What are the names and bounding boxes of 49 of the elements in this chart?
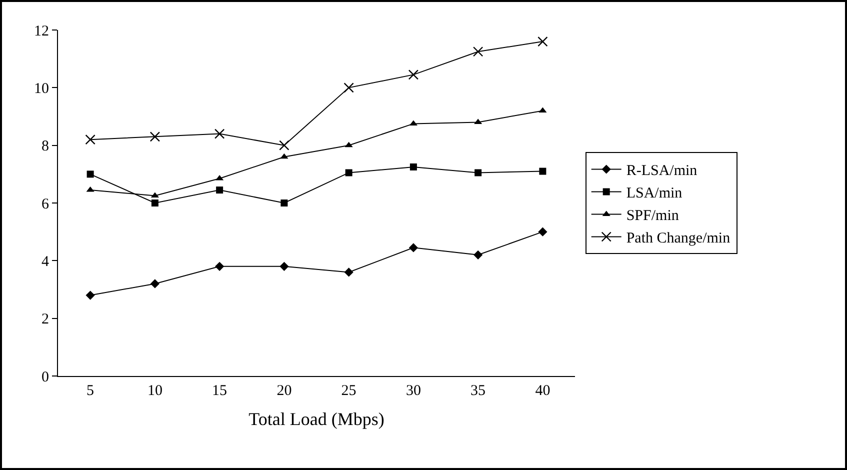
point [214,128,225,139]
x-tick-label: 15 [212,383,228,399]
point [280,262,289,271]
point [150,192,159,198]
point [280,153,288,159]
point [345,169,352,176]
point [216,186,224,194]
point [538,36,548,47]
legend-label: SPF/min [626,208,680,224]
legend-label: R-LSA/min [626,163,698,180]
y-tick-label: 10 [34,80,49,97]
point [86,290,95,300]
y-tick-label: 4 [42,254,50,270]
point [344,268,354,277]
y-tick-label: 2 [42,312,49,328]
point [474,169,482,176]
point [474,118,482,124]
point [151,200,158,206]
point [344,82,354,93]
point [280,200,288,206]
x-tick-label: 35 [470,383,486,399]
point [472,46,484,57]
y-tick-label: 6 [42,196,50,212]
x-tick-label: 10 [147,383,162,399]
point [408,243,418,252]
x-tick-label: 25 [341,383,356,399]
point [344,142,353,148]
x-tick-label: 5 [86,383,94,399]
point [215,262,224,271]
x-tick-label: 20 [276,383,292,399]
y-tick-label: 12 [34,23,49,40]
x-tick-label: 40 [535,383,550,399]
point [150,279,160,288]
point [279,140,290,150]
point [150,132,160,142]
legend-label: Path Change/min [626,230,731,247]
point [410,163,417,170]
point [216,174,224,180]
point [539,168,546,175]
x-tick-label: 30 [406,383,421,399]
point [86,170,94,178]
point [85,134,96,145]
point [474,250,483,260]
y-tick-label: 8 [42,138,49,155]
point [538,227,548,236]
x-axis-title: Total Load (Mbps) [248,409,384,430]
y-tick-label: 0 [42,369,49,386]
point [408,70,419,80]
legend-label: LSA/min [626,186,683,202]
